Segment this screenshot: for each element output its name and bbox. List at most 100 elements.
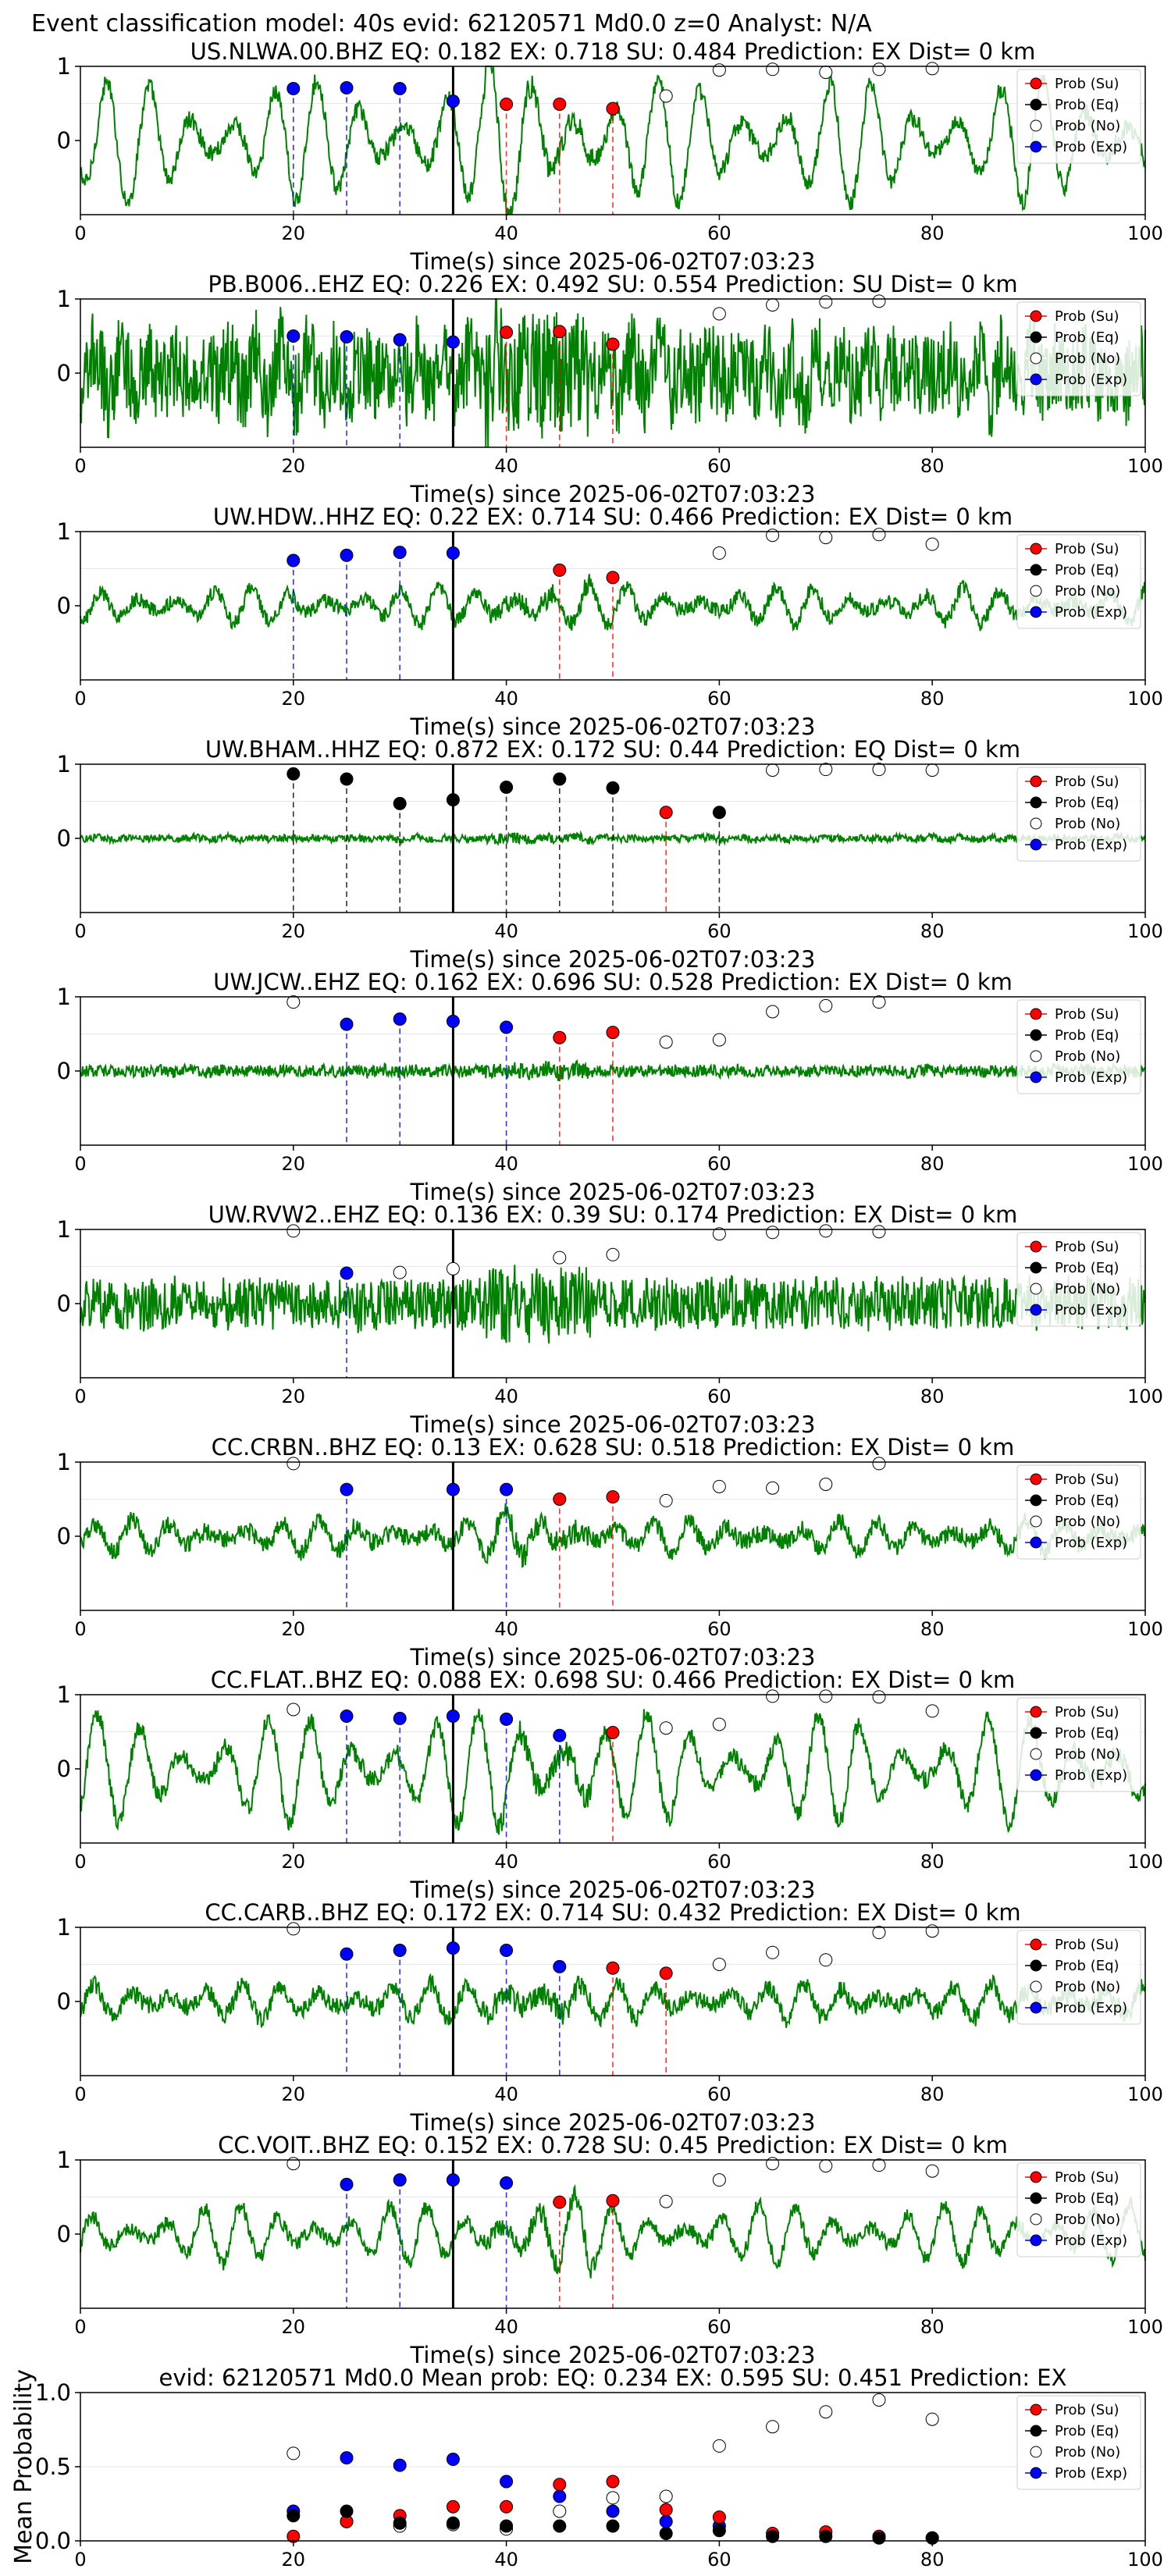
prob-point-exp (446, 1482, 460, 1496)
legend-marker-eq (1030, 1029, 1042, 1041)
prob-point-eq (606, 2519, 620, 2533)
y-tick-label: 1 (57, 1914, 71, 1941)
prob-point-su (500, 2500, 514, 2514)
prob-point-eq (287, 767, 301, 781)
prob-point-exp (393, 2458, 407, 2472)
x-tick-label: 100 (1127, 2083, 1163, 2105)
panel-title: UW.BHAM..HHZ EQ: 0.872 EX: 0.172 SU: 0.4… (205, 736, 1020, 763)
prob-point-exp (393, 82, 407, 95)
x-tick-label: 20 (282, 1386, 306, 1407)
legend-label: Prob (Su) (1055, 2402, 1119, 2418)
legend-box (1016, 1697, 1141, 1792)
prob-point-exp (446, 94, 460, 109)
prob-point-eq (500, 2519, 514, 2533)
prob-point-no (712, 2439, 726, 2453)
prob-point-no (659, 2489, 673, 2503)
legend-marker-no (1030, 585, 1042, 597)
prob-point-exp (500, 1943, 514, 1957)
panels: US.NLWA.00.BHZ EQ: 0.182 EX: 0.718 SU: 0… (10, 38, 1163, 2571)
x-tick-label: 20 (282, 222, 306, 244)
x-tick-label: 20 (282, 1618, 306, 1640)
legend-label: Prob (No) (1055, 2444, 1120, 2460)
prob-point-exp (340, 548, 354, 562)
legend-label: Prob (No) (1055, 1281, 1120, 1297)
prob-point-no (872, 1457, 886, 1471)
legend-marker-su (1030, 1706, 1042, 1718)
legend-label: Prob (Su) (1055, 1239, 1119, 1255)
legend-marker-eq (1030, 796, 1042, 809)
waveform-trace (80, 1059, 1146, 1082)
legend: Prob (Su) Prob (Eq) Prob (No) Prob (Exp) (1016, 2395, 1141, 2490)
y-tick-label: 0 (57, 1058, 71, 1084)
prob-point-no (606, 2491, 620, 2505)
prob-point-su (553, 2195, 567, 2209)
x-tick-label: 40 (494, 1153, 518, 1175)
prob-point-eq (393, 796, 407, 810)
legend-label: Prob (Su) (1055, 774, 1119, 790)
prob-point-eq (446, 2516, 460, 2530)
panel-5: UW.JCW..EHZ EQ: 0.162 EX: 0.696 SU: 0.52… (57, 969, 1163, 1205)
legend-marker-exp (1030, 373, 1042, 386)
prob-point-no (766, 1481, 780, 1495)
prob-point-no (287, 2157, 301, 2171)
legend-marker-exp (1030, 1304, 1042, 1316)
prob-point-exp (287, 82, 301, 95)
waveform-trace (80, 1973, 1146, 2028)
x-tick-label: 60 (707, 1386, 731, 1407)
x-tick-label: 40 (494, 1851, 518, 1873)
y-tick-label: 0 (57, 1290, 71, 1317)
legend-marker-no (1030, 1980, 1042, 1993)
legend: Prob (Su) Prob (Eq) Prob (No) Prob (Exp) (1016, 69, 1141, 164)
prob-point-no (659, 1493, 673, 1507)
x-axis-label: Time(s) since 2025-06-02T07:03:23 (410, 1179, 816, 1205)
prob-point-exp (393, 2173, 407, 2187)
prob-point-no (659, 89, 673, 103)
y-tick-label: 0 (57, 592, 71, 619)
x-tick-label: 20 (282, 688, 306, 710)
x-axis-label: Time(s) since 2025-06-02T07:03:23 (410, 481, 816, 507)
prob-point-su (553, 97, 567, 111)
prob-point-eq (340, 2504, 354, 2518)
prob-point-no (446, 1261, 460, 1276)
prob-point-no (819, 2405, 833, 2419)
x-tick-label: 60 (707, 1851, 731, 1873)
prob-point-no (872, 294, 886, 308)
prob-point-no (872, 1225, 886, 1239)
legend-marker-eq (1030, 1261, 1042, 1274)
figure-suptitle: Event classification model: 40s evid: 62… (31, 10, 872, 37)
x-axis-label: Time(s) since 2025-06-02T07:03:23 (410, 2342, 816, 2368)
legend-marker-no (1030, 2446, 1042, 2458)
x-tick-label: 80 (920, 455, 945, 477)
x-tick-label: 20 (282, 2316, 306, 2338)
legend-label: Prob (Exp) (1055, 2000, 1127, 2016)
prob-point-no (872, 1690, 886, 1704)
prob-point-su (553, 325, 567, 339)
legend-label: Prob (Exp) (1055, 1535, 1127, 1551)
prob-point-eq (393, 2516, 407, 2530)
y-tick-label: 1 (57, 1449, 71, 1475)
legend: Prob (Su) Prob (Eq) Prob (No) Prob (Exp) (1016, 301, 1141, 397)
legend-marker-no (1030, 2213, 1042, 2226)
legend-box (1016, 534, 1141, 629)
legend-label: Prob (No) (1055, 1048, 1120, 1065)
x-tick-label: 100 (1127, 222, 1163, 244)
legend-marker-exp (1030, 2467, 1042, 2479)
prob-point-exp (340, 329, 354, 343)
legend-marker-su (1030, 77, 1042, 90)
legend-marker-su (1030, 543, 1042, 555)
legend-box (1016, 1232, 1141, 1327)
legend-label: Prob (No) (1055, 1746, 1120, 1763)
legend-label: Prob (Su) (1055, 76, 1119, 92)
panel-9: CC.CARB..BHZ EQ: 0.172 EX: 0.714 SU: 0.4… (57, 1899, 1163, 2136)
x-tick-label: 40 (494, 2316, 518, 2338)
legend-label: Prob (Exp) (1055, 2233, 1127, 2249)
legend: Prob (Su) Prob (Eq) Prob (No) Prob (Exp) (1016, 1697, 1141, 1792)
legend-marker-su (1030, 775, 1042, 788)
prob-point-exp (446, 335, 460, 349)
legend-marker-su (1030, 2403, 1042, 2416)
legend: Prob (Su) Prob (Eq) Prob (No) Prob (Exp) (1016, 1930, 1141, 2025)
legend-label: Prob (Su) (1055, 1704, 1119, 1720)
prob-point-exp (500, 2176, 514, 2190)
prob-point-su (659, 2503, 673, 2517)
